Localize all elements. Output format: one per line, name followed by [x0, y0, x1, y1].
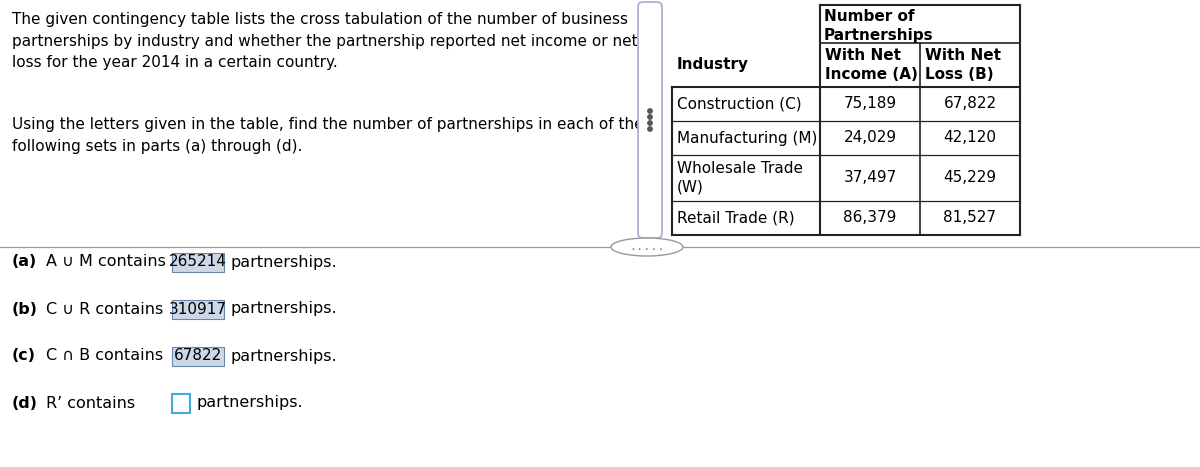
Ellipse shape: [611, 238, 683, 256]
Text: With Net
Loss (B): With Net Loss (B): [925, 48, 1001, 82]
Text: 42,120: 42,120: [943, 130, 996, 146]
Text: partnerships.: partnerships.: [230, 302, 337, 317]
Circle shape: [648, 121, 653, 125]
Circle shape: [648, 115, 653, 119]
Text: The given contingency table lists the cross tabulation of the number of business: The given contingency table lists the cr…: [12, 12, 637, 70]
Text: partnerships.: partnerships.: [197, 396, 304, 410]
Circle shape: [648, 109, 653, 113]
Text: Industry: Industry: [677, 57, 749, 72]
Text: 37,497: 37,497: [844, 170, 896, 185]
Text: 310917: 310917: [169, 302, 227, 317]
Text: 86,379: 86,379: [844, 211, 896, 226]
Text: 75,189: 75,189: [844, 97, 896, 112]
Text: Retail Trade (R): Retail Trade (R): [677, 211, 794, 226]
FancyBboxPatch shape: [172, 253, 224, 271]
Text: C ∩ B contains: C ∩ B contains: [46, 348, 163, 363]
FancyBboxPatch shape: [172, 394, 190, 412]
Text: Using the letters given in the table, find the number of partnerships in each of: Using the letters given in the table, fi…: [12, 117, 643, 154]
Text: 265214: 265214: [169, 255, 227, 269]
FancyBboxPatch shape: [172, 299, 224, 318]
FancyBboxPatch shape: [638, 2, 662, 238]
Text: .....: .....: [629, 241, 665, 254]
Text: Construction (C): Construction (C): [677, 97, 802, 112]
Text: R’ contains: R’ contains: [46, 396, 136, 410]
Text: A ∪ M contains: A ∪ M contains: [46, 255, 166, 269]
Text: partnerships.: partnerships.: [230, 255, 337, 269]
FancyBboxPatch shape: [172, 347, 224, 366]
Text: (c): (c): [12, 348, 36, 363]
Text: (a): (a): [12, 255, 37, 269]
Text: C ∪ R contains: C ∪ R contains: [46, 302, 163, 317]
Text: Wholesale Trade
(W): Wholesale Trade (W): [677, 161, 803, 195]
Text: Number of
Partnerships: Number of Partnerships: [824, 9, 934, 42]
Text: (d): (d): [12, 396, 38, 410]
Text: With Net
Income (A): With Net Income (A): [826, 48, 918, 82]
Text: partnerships.: partnerships.: [230, 348, 337, 363]
Text: (b): (b): [12, 302, 38, 317]
Text: 67822: 67822: [174, 348, 222, 363]
Text: 24,029: 24,029: [844, 130, 896, 146]
Text: 67,822: 67,822: [943, 97, 996, 112]
Circle shape: [648, 127, 653, 131]
Text: 45,229: 45,229: [943, 170, 996, 185]
Text: Manufacturing (M): Manufacturing (M): [677, 130, 817, 146]
Text: 81,527: 81,527: [943, 211, 996, 226]
